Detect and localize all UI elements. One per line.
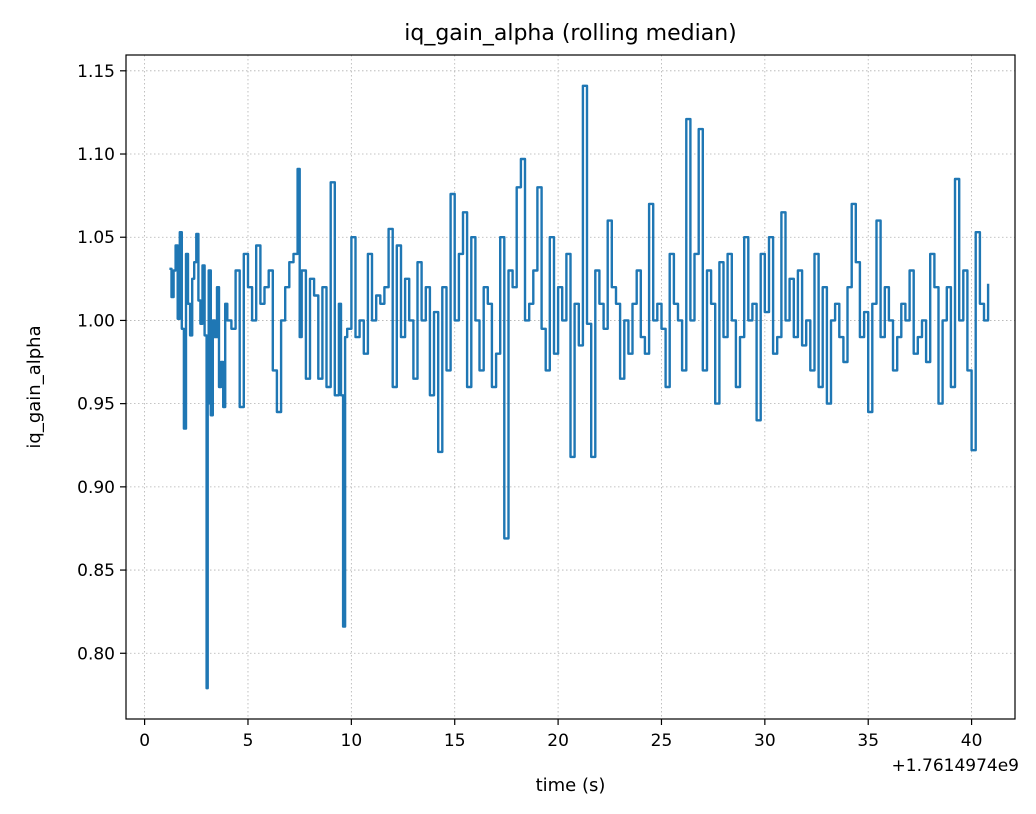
y-tick-label: 0.90 [77,478,115,498]
data-series [169,84,990,690]
x-axis-offset-label: +1.7614974e9 [892,756,1019,776]
x-tick-label: 40 [961,731,983,751]
x-tick-label: 0 [139,731,150,751]
x-tick-label: 35 [857,731,879,751]
x-tick-label: 20 [547,731,569,751]
x-tick-label: 10 [341,731,363,751]
axes-frame [125,54,1016,720]
chart-title: iq_gain_alpha (rolling median) [404,21,736,46]
x-tick-label: 25 [651,731,673,751]
y-tick-label: 0.80 [77,644,115,664]
y-tick-label: 1.00 [77,311,115,331]
y-tick-label: 1.10 [77,145,115,165]
series-line [169,84,990,690]
y-tick-label: 0.95 [77,395,115,415]
y-tick-label: 1.05 [77,228,115,248]
y-tick-label: 1.15 [77,62,115,82]
x-tick-label: 15 [444,731,466,751]
axis-ticks: 0 5 10 15 20 25 30 35 40 0.80 0.85 0.90 0.95 1.00 1.05… [77,62,982,751]
x-tick-label: 30 [754,731,776,751]
y-axis-label: iq_gain_alpha [24,325,45,448]
y-tick-label: 0.85 [77,561,115,581]
x-tick-label: 5 [243,731,254,751]
x-axis-label: time (s) [536,775,606,796]
